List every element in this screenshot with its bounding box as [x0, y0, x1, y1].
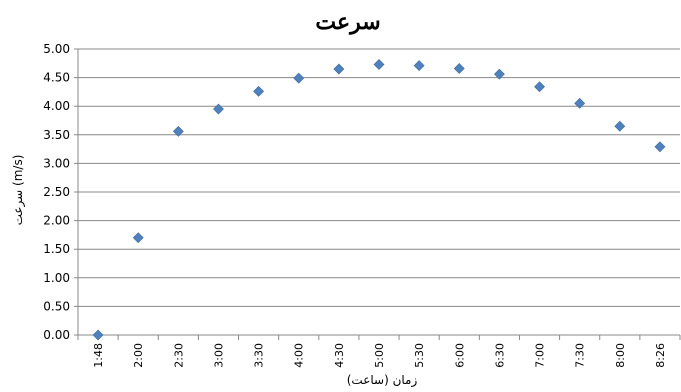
data-point — [253, 85, 265, 97]
x-tick-label: 1:48 — [92, 343, 105, 368]
y-tick-label: 0.50 — [43, 299, 70, 313]
x-tick-label: 7:30 — [574, 343, 587, 368]
y-tick-label: 3.50 — [43, 128, 70, 142]
data-point — [213, 103, 224, 115]
data-point — [654, 141, 666, 153]
data-point — [493, 68, 505, 80]
y-tick-label: 5.00 — [43, 42, 70, 56]
y-tick-label: 4.50 — [43, 71, 70, 85]
data-point — [413, 60, 425, 72]
x-tick-label: 6:00 — [453, 343, 466, 368]
y-tick-label: 3.00 — [43, 156, 70, 170]
y-tick-label: 2.00 — [43, 214, 70, 228]
data-point — [132, 232, 144, 244]
x-tick-label: 4:00 — [293, 343, 306, 368]
y-axis-label: سرعت (m/s) — [11, 155, 26, 226]
x-tick-label: 5:30 — [413, 343, 426, 368]
x-axis-label: زمان (ساعت) — [347, 373, 418, 388]
data-point — [293, 72, 305, 84]
data-point — [333, 63, 345, 75]
data-point — [453, 63, 465, 74]
x-tick-label: 3:00 — [212, 343, 225, 368]
x-tick-label: 8:26 — [654, 343, 667, 368]
gridlines — [74, 48, 680, 336]
x-tick-label: 6:30 — [493, 343, 506, 368]
x-tick-label: 7:00 — [534, 343, 547, 368]
x-tick-label: 3:30 — [253, 343, 266, 368]
data-point — [373, 59, 385, 70]
data-points — [92, 59, 666, 341]
x-axis-ticks: 1:48 2:00 2:30 3:00 3:30 4:00 4:30 5:00 5:30 6:00… — [77, 335, 681, 368]
data-point — [574, 97, 586, 109]
data-point — [534, 81, 545, 93]
data-point — [614, 120, 626, 132]
y-tick-label: 2.50 — [43, 185, 70, 199]
data-point — [92, 329, 104, 341]
x-tick-label: 2:30 — [172, 343, 185, 368]
data-point — [172, 125, 184, 137]
y-tick-label: 1.50 — [43, 242, 70, 256]
y-tick-label: 4.00 — [43, 99, 70, 113]
x-tick-label: 8:00 — [614, 343, 627, 368]
y-axis-ticks: 0.00 0.50 1.00 1.50 2.00 2.50 3.00 3.50 4.00 4.50… — [43, 42, 70, 342]
y-tick-label: 0.00 — [43, 328, 70, 342]
x-tick-label: 2:00 — [132, 343, 145, 368]
x-tick-label: 5:00 — [373, 343, 386, 368]
x-tick-label: 4:30 — [333, 343, 346, 368]
y-tick-label: 1.00 — [43, 271, 70, 285]
chart-title: سرعت — [315, 9, 380, 35]
